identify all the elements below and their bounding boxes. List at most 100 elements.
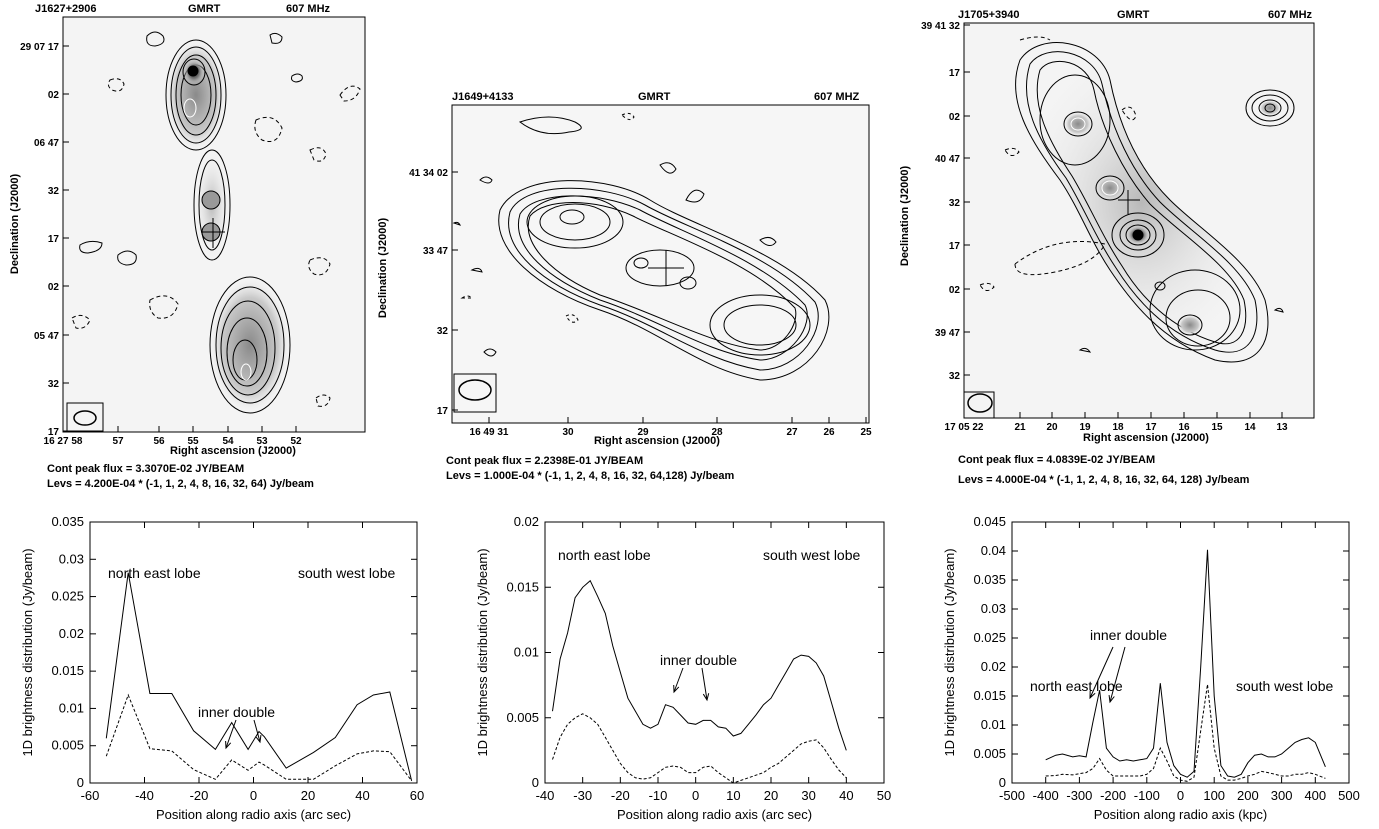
y-tick-label: 0.03 (59, 551, 84, 566)
map-2-contour-levels: Levs = 1.000E-04 * (-1, 1, 2, 4, 8, 16, … (446, 470, 735, 482)
x-tick-label: 20 (301, 788, 315, 803)
ra-tick-label: 19 (1079, 422, 1091, 433)
plot-frame (1011, 521, 1350, 784)
dec-tick-label: 32 (949, 371, 961, 382)
map-2-radio-source (452, 112, 830, 413)
solid-profile-line (552, 579, 847, 751)
y-tick-label: 0.035 (51, 514, 84, 529)
map-2-y-axis-label: Declination (J2000) (377, 218, 389, 319)
map-1-radio-source (66, 31, 361, 432)
ra-tick-label: 15 (1211, 422, 1223, 433)
annotation-arrowhead (1108, 694, 1115, 704)
map-2-frequency-label: 607 MHZ (814, 91, 860, 103)
solid-profile-line (1045, 549, 1326, 778)
map-3-frequency-label: 607 MHz (1268, 9, 1313, 21)
y-tick-label: 0.035 (973, 572, 1006, 587)
ra-tick-label: 17 (1145, 422, 1157, 433)
x-tick-label: 400 (1304, 788, 1326, 803)
y-tick-label: 0.005 (506, 710, 539, 725)
ra-tick-label: 14 (1244, 422, 1256, 433)
annotation-label: south west lobe (298, 565, 395, 581)
map-1-y-axis-label: Declination (J2000) (9, 174, 21, 275)
annotation-label: south west lobe (1236, 678, 1333, 694)
x-tick-label: 30 (801, 788, 815, 803)
map-1-telescope-label: GMRT (188, 3, 221, 15)
annotation-arrow (1109, 646, 1126, 703)
profile-plot-2: 0 0.005 0.01 0.015 0.02 -40 -30 -20 -10 0 10 20 30 40… (475, 514, 891, 822)
ra-tick-label: 16 27 58 (44, 436, 83, 447)
y-tick-label: 0 (77, 775, 84, 790)
y-tick-label: 0 (532, 775, 539, 790)
ra-tick-label: 18 (1112, 422, 1124, 433)
map-2-frame (451, 104, 870, 424)
x-tick-label: 20 (764, 788, 778, 803)
dec-tick-label: 05 47 (34, 331, 59, 342)
annotation-arrowhead (225, 740, 232, 750)
ra-tick-label: 21 (1014, 422, 1026, 433)
x-tick-label: 40 (355, 788, 369, 803)
annotation-label: south west lobe (763, 547, 860, 563)
dec-tick-label: 06 47 (34, 138, 59, 149)
x-tick-label: 0 (250, 788, 257, 803)
y-tick-label: 0.025 (973, 630, 1006, 645)
dec-tick-label: 17 (949, 241, 961, 252)
map-2-x-axis-label: Right ascension (J2000) (594, 435, 720, 447)
dec-tick-label: 33 47 (423, 246, 448, 257)
annotation-label: north east lobe (1030, 678, 1123, 694)
x-tick-label: -200 (1100, 788, 1126, 803)
dec-tick-label: 17 (949, 68, 961, 79)
dec-tick-label: 39 41 32 (921, 21, 960, 32)
annotation-arrow (253, 719, 261, 743)
map-3-peak-flux: Cont peak flux = 4.0839E-02 JY/BEAM (958, 454, 1155, 466)
y-tick-label: 0.015 (51, 663, 84, 678)
ra-tick-label: 52 (290, 436, 302, 447)
map-3-source-label: J1705+3940 (958, 9, 1019, 21)
x-tick-label: -10 (649, 788, 668, 803)
map-1-contour-levels: Levs = 4.200E-04 * (-1, 1, 2, 4, 8, 16, … (47, 478, 314, 490)
annotation-arrowhead (702, 693, 710, 702)
x-tick-label: -40 (135, 788, 154, 803)
x-tick-label: -20 (611, 788, 630, 803)
x-tick-label: 300 (1271, 788, 1293, 803)
dec-tick-label: 40 47 (935, 154, 960, 165)
annotation-label: inner double (198, 704, 275, 720)
solid-profile-line (105, 572, 413, 781)
ra-tick-label: 16 49 31 (470, 427, 509, 438)
annotation-arrow (673, 667, 684, 693)
dec-tick-label: 17 (437, 406, 449, 417)
y-tick-label: 0.04 (981, 543, 1006, 558)
ra-tick-label: 57 (112, 436, 124, 447)
annotation-arrowhead (673, 684, 680, 694)
dec-tick-label: 02 (48, 282, 60, 293)
dec-tick-label: 32 (437, 326, 449, 337)
map-2-source-label: J1649+4133 (452, 91, 513, 103)
dec-tick-label: 32 (949, 198, 961, 209)
ra-tick-label: 29 (637, 427, 649, 438)
x-tick-label: -500 (999, 788, 1025, 803)
annotation-label: inner double (660, 652, 737, 668)
map-1-x-axis-label: Right ascension (J2000) (170, 445, 296, 457)
y-tick-label: 0.01 (981, 717, 1006, 732)
y-tick-label: 0.005 (51, 738, 84, 753)
profile-plot-1: 0 0.005 0.01 0.015 0.02 0.025 0.03 0.035 -60 -40 -… (20, 514, 424, 822)
map-3-dec-ticks: 39 41 32 17 02 40 47 32 17 02 39 47 32 (921, 21, 970, 382)
ra-tick-label: 53 (256, 436, 268, 447)
dec-tick-label: 02 (949, 112, 961, 123)
map-1-source-label: J1627+2906 (35, 3, 96, 15)
x-axis-label: Position along radio axis (arc sec) (617, 807, 812, 822)
map-3-telescope-label: GMRT (1117, 9, 1150, 21)
dashed-profile-line (105, 693, 413, 782)
map-3-contour-levels: Levs = 4.000E-04 * (-1, 1, 2, 4, 8, 16, … (958, 474, 1250, 486)
x-tick-label: -40 (536, 788, 555, 803)
ra-tick-label: 13 (1276, 422, 1288, 433)
annotation-arrowhead (1089, 690, 1096, 700)
map-3-x-axis-label: Right ascension (J2000) (1083, 432, 1209, 444)
x-tick-label: -20 (190, 788, 209, 803)
map-2-peak-flux: Cont peak flux = 2.2398E-01 JY/BEAM (446, 455, 643, 467)
x-tick-label: 500 (1338, 788, 1360, 803)
annotation-arrow (1089, 646, 1114, 699)
x-tick-label: -60 (81, 788, 100, 803)
annotation-label: north east lobe (558, 547, 651, 563)
map-1-frequency-label: 607 MHz (286, 3, 331, 15)
